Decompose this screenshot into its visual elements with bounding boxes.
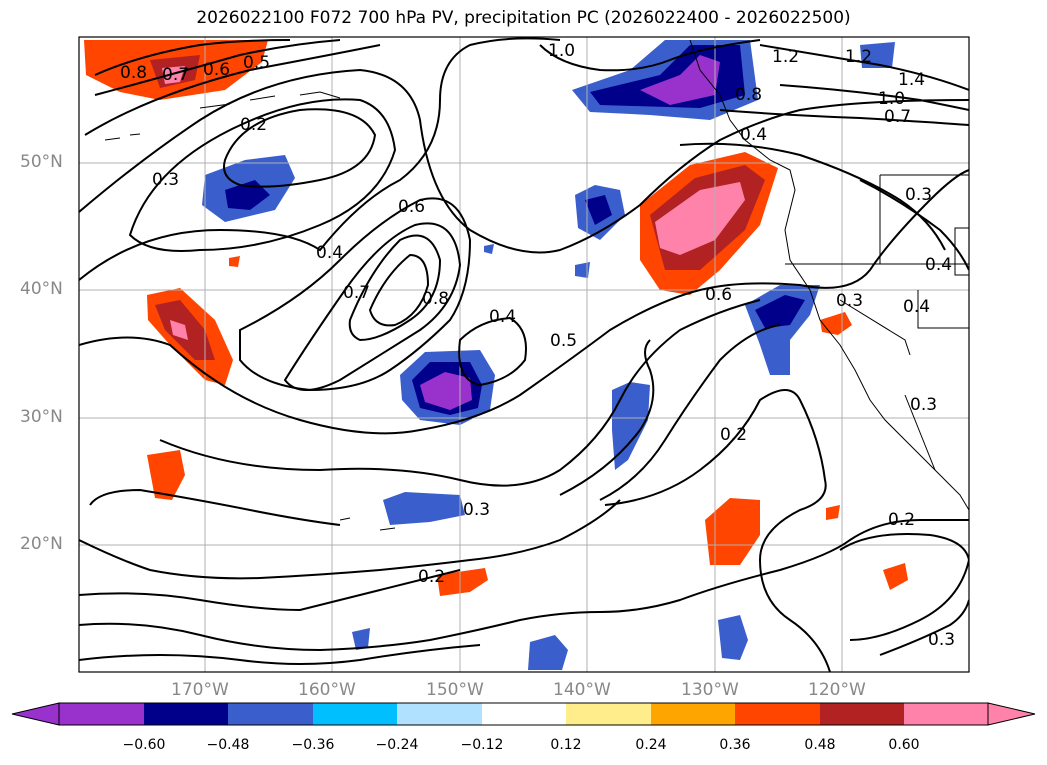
contour-label: 0.3: [905, 185, 932, 205]
contour-label: 0.2: [888, 510, 915, 530]
contour-label: 0.3: [836, 291, 863, 311]
contour-label: 1.2: [845, 47, 872, 67]
contour-label: 0.4: [740, 125, 767, 145]
lon-label: 120°W: [808, 680, 866, 700]
colorbar-tick: −0.12: [460, 737, 504, 753]
pv-contours: [79, 37, 969, 672]
colorbar-tick: 0.12: [550, 737, 582, 753]
contour-label: 0.6: [203, 60, 230, 80]
contour-label: 0.4: [903, 297, 930, 317]
lon-label: 130°W: [681, 680, 739, 700]
contour-label: 0.2: [240, 115, 267, 135]
contour-label: 0.7: [162, 65, 189, 85]
contour-label: 0.4: [489, 307, 516, 327]
contour-label: 0.6: [705, 285, 732, 305]
contour-label: 0.3: [463, 500, 490, 520]
lon-label: 160°W: [298, 680, 356, 700]
contour-label: 0.4: [316, 243, 343, 263]
colorbar-tick: −0.24: [375, 737, 419, 753]
lat-label: 30°N: [20, 407, 63, 427]
contour-label: 0.2: [418, 567, 445, 587]
contour-label: 1.0: [878, 89, 905, 109]
contour-label: 0.3: [910, 395, 937, 415]
contour-label: 0.2: [720, 425, 747, 445]
contour-label: 0.8: [120, 63, 147, 83]
lat-label: 40°N: [20, 279, 63, 299]
colorbar-tick: −0.48: [206, 737, 250, 753]
precip-positive-shading: [84, 40, 908, 596]
contour-label: 0.5: [243, 53, 270, 73]
contour-label: 1.4: [898, 70, 925, 90]
map-title: 2026022100 F072 700 hPa PV, precipitatio…: [196, 8, 851, 28]
contour-label: 0.8: [735, 85, 762, 105]
colorbar-tick: −0.36: [291, 737, 335, 753]
lon-label: 150°W: [426, 680, 484, 700]
contour-label: 0.8: [422, 289, 449, 309]
contour-label: 1.2: [772, 47, 799, 67]
colorbar-tick: 0.24: [635, 737, 667, 753]
contour-label: 0.3: [928, 630, 955, 650]
lat-label: 20°N: [20, 534, 63, 554]
colorbar-tick: −0.60: [122, 737, 166, 753]
contour-label: 0.7: [343, 283, 370, 303]
colorbar-tick: 0.36: [719, 737, 751, 753]
colorbar-tick: 0.48: [804, 737, 836, 753]
contour-label: 0.4: [925, 255, 952, 275]
colorbar-tick: 0.60: [888, 737, 920, 753]
plot-frame: [78, 36, 970, 673]
lon-label: 170°W: [171, 680, 229, 700]
colorbar: [11, 702, 1036, 726]
contour-label: 0.5: [550, 331, 577, 351]
coastlines: [104, 39, 969, 531]
contour-label: 0.3: [152, 170, 179, 190]
contour-label: 0.7: [884, 107, 911, 127]
lat-label: 50°N: [20, 152, 63, 172]
contour-labels: 0.8 0.7 0.6 0.5 0.2 0.3 1.0 1.2 1.2 1.4 …: [120, 41, 955, 650]
contour-label: 1.0: [548, 41, 575, 61]
contour-label: 0.6: [398, 197, 425, 217]
lon-label: 140°W: [553, 680, 611, 700]
